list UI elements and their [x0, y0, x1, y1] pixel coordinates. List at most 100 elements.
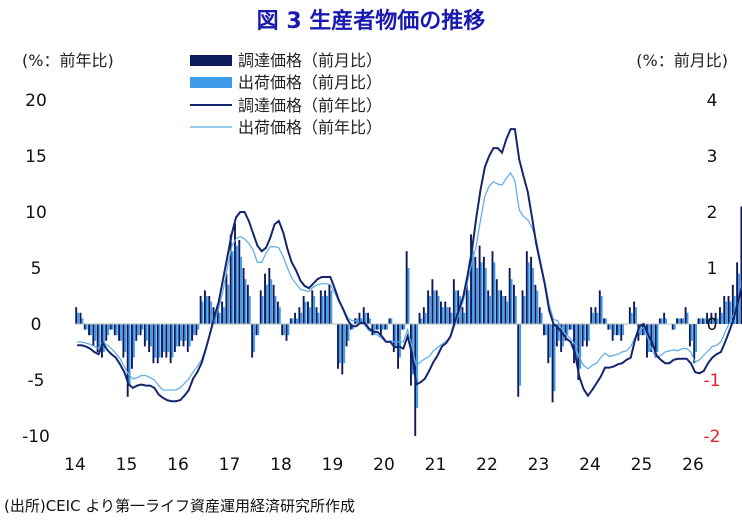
bar-procure-mom: [688, 324, 691, 347]
bar-procure-mom: [152, 324, 155, 364]
bar-shipment-mom: [583, 324, 586, 341]
bar-procure-mom: [311, 290, 314, 324]
bar-procure-mom: [113, 324, 116, 336]
bar-procure-mom: [307, 301, 309, 324]
bar-shipment-mom: [510, 279, 513, 324]
right-tick-label: -1: [704, 371, 721, 391]
bar-shipment-mom: [437, 296, 440, 324]
bar-shipment-mom: [703, 318, 706, 324]
left-axis-ticks: 20 15 10 5 0 -5 -10: [22, 91, 50, 447]
legend-swatch-procure-mom: [190, 55, 232, 66]
shipment-yoy-line: [77, 171, 742, 391]
bar-procure-mom: [96, 324, 99, 352]
left-tick-label: 5: [31, 259, 42, 279]
bar-shipment-mom: [154, 324, 157, 358]
bar-procure-mom: [165, 324, 168, 358]
bar-shipment-mom: [403, 324, 406, 330]
bar-shipment-mom: [373, 324, 376, 336]
bar-shipment-mom: [600, 296, 603, 324]
right-tick-label: 4: [707, 91, 718, 111]
bar-procure-mom: [148, 324, 151, 352]
bar-shipment-mom: [682, 318, 685, 324]
bar-procure-mom: [534, 284, 537, 324]
bar-procure-mom: [719, 307, 721, 324]
bar-procure-mom: [362, 307, 365, 324]
bar-shipment-mom: [536, 290, 539, 324]
bar-shipment-mom: [673, 324, 676, 330]
legend-label-procure-mom: 調達価格（前月比）: [238, 51, 382, 70]
x-tick-label: 22: [476, 455, 498, 475]
x-tick-label: 26: [682, 455, 704, 475]
bar-shipment-mom: [205, 296, 208, 324]
bar-shipment-mom: [111, 324, 114, 330]
bar-procure-mom: [186, 324, 189, 352]
bar-shipment-mom: [171, 324, 174, 358]
bar-procure-mom: [461, 307, 464, 324]
bar-shipment-mom: [471, 251, 474, 324]
bar-shipment-mom: [652, 324, 655, 347]
bar-procure-mom: [109, 324, 112, 330]
x-tick-label: 18: [270, 455, 292, 475]
bar-procure-mom: [431, 279, 434, 324]
bar-procure-mom: [388, 318, 391, 324]
bar-procure-mom: [178, 324, 181, 347]
x-tick-label: 14: [64, 455, 86, 475]
bar-procure-mom: [444, 301, 447, 324]
bar-procure-mom: [564, 324, 567, 341]
bar-procure-mom: [182, 324, 185, 347]
bar-shipment-mom: [90, 324, 92, 336]
bar-procure-mom: [169, 324, 172, 364]
bar-shipment-mom: [283, 324, 286, 336]
x-tick-label: 23: [528, 455, 550, 475]
left-tick-label: -10: [22, 427, 50, 447]
bar-shipment-mom: [184, 324, 187, 341]
bar-shipment-mom: [549, 324, 552, 358]
right-tick-label: 0: [707, 315, 718, 335]
bar-shipment-mom: [656, 324, 659, 352]
bar-shipment-mom: [446, 307, 449, 324]
bar-procure-mom: [500, 290, 503, 324]
bar-procure-mom: [212, 307, 215, 324]
bar-shipment-mom: [725, 301, 728, 324]
bar-shipment-mom: [433, 290, 436, 324]
bar-shipment-mom: [424, 312, 427, 324]
bar-procure-mom: [547, 324, 550, 364]
bar-shipment-mom: [480, 262, 483, 324]
bar-procure-mom: [650, 324, 653, 352]
bar-procure-mom: [234, 223, 236, 324]
bar-shipment-mom: [107, 324, 110, 336]
bar-procure-mom: [410, 324, 412, 386]
bar-procure-mom: [268, 268, 271, 324]
bar-procure-mom: [620, 324, 623, 341]
bar-shipment-mom: [660, 318, 663, 324]
bar-shipment-mom: [605, 318, 607, 324]
bar-procure-mom: [671, 324, 674, 330]
bar-shipment-mom: [587, 324, 590, 341]
bar-procure-mom: [294, 312, 297, 324]
bar-shipment-mom: [175, 324, 178, 347]
bar-shipment-mom: [296, 318, 298, 324]
bar-procure-mom: [676, 318, 678, 324]
bar-shipment-mom: [150, 324, 152, 347]
right-tick-label: 2: [707, 203, 718, 223]
bar-shipment-mom: [81, 318, 84, 324]
bar-shipment-mom: [708, 318, 710, 324]
bar-procure-mom: [75, 307, 78, 324]
bar-shipment-mom: [141, 324, 144, 330]
bar-procure-mom: [88, 324, 91, 336]
bar-procure-mom: [663, 312, 666, 324]
bar-shipment-mom: [596, 312, 599, 324]
bar-procure-mom: [607, 324, 610, 330]
bar-shipment-mom: [368, 318, 371, 324]
bar-procure-mom: [272, 284, 275, 324]
bar-shipment-mom: [347, 324, 350, 341]
bar-shipment-mom: [364, 312, 367, 324]
bar-shipment-mom: [699, 318, 702, 324]
bar-shipment-mom: [390, 318, 393, 324]
bar-procure-mom: [246, 284, 249, 324]
x-tick-label: 21: [425, 455, 447, 475]
bar-shipment-mom: [360, 318, 363, 324]
bar-shipment-mom: [381, 324, 384, 330]
bar-shipment-mom: [180, 324, 183, 341]
